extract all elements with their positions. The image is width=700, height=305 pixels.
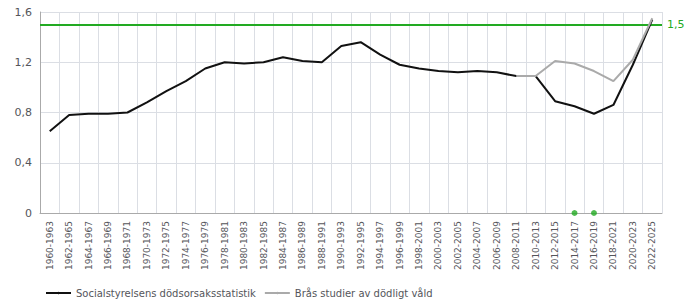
svg-text:2004-2007: 2004-2007 (472, 221, 482, 270)
svg-text:2020-2023: 2020-2023 (628, 221, 638, 270)
svg-text:1960-1963: 1960-1963 (45, 221, 55, 270)
svg-text:2000-2003: 2000-2003 (433, 221, 443, 270)
svg-text:2014-2017: 2014-2017 (570, 221, 580, 270)
svg-text:1988-1991: 1988-1991 (317, 221, 327, 270)
svg-text:2008-2011: 2008-2011 (511, 221, 521, 270)
svg-text:1,6: 1,6 (15, 6, 33, 19)
svg-text:1986-1989: 1986-1989 (297, 221, 307, 270)
svg-text:2018-2021: 2018-2021 (608, 221, 618, 270)
svg-text:2010-2013: 2010-2013 (531, 221, 541, 270)
svg-text:1992-1995: 1992-1995 (356, 221, 366, 270)
svg-text:1990-1993: 1990-1993 (336, 221, 346, 270)
svg-text:1974-1977: 1974-1977 (181, 221, 191, 270)
svg-text:1994-1997: 1994-1997 (375, 221, 385, 270)
svg-text:1972-1975: 1972-1975 (161, 221, 171, 270)
svg-text:1968-1971: 1968-1971 (122, 221, 132, 270)
svg-text:Socialstyrelsens dödsorsakssta: Socialstyrelsens dödsorsaksstatistik (76, 288, 256, 299)
svg-text:1966-1969: 1966-1969 (103, 221, 113, 270)
svg-text:1980-1983: 1980-1983 (239, 221, 249, 270)
svg-text:2012-2015: 2012-2015 (550, 221, 560, 270)
svg-text:1962-1965: 1962-1965 (64, 221, 74, 270)
svg-text:1964-1967: 1964-1967 (84, 221, 94, 270)
svg-text:1,2: 1,2 (15, 56, 33, 69)
svg-text:1998-2001: 1998-2001 (414, 221, 424, 270)
svg-text:0: 0 (25, 207, 32, 220)
svg-text:0,8: 0,8 (15, 106, 33, 119)
svg-text:2016-2019: 2016-2019 (589, 221, 599, 270)
svg-text:1978-1981: 1978-1981 (220, 221, 230, 270)
svg-text:1970-1973: 1970-1973 (142, 221, 152, 270)
svg-text:1982-1985: 1982-1985 (259, 221, 269, 270)
svg-text:2002-2005: 2002-2005 (453, 221, 463, 270)
svg-text:1996-1999: 1996-1999 (395, 221, 405, 270)
svg-text:1976-1979: 1976-1979 (200, 221, 210, 270)
svg-text:0,4: 0,4 (15, 156, 33, 169)
svg-text:1,5: 1,5 (667, 18, 685, 31)
svg-text:Brås studier av dödligt våld: Brås studier av dödligt våld (295, 287, 433, 299)
svg-text:2022-2025: 2022-2025 (647, 221, 657, 270)
svg-text:2006-2009: 2006-2009 (492, 221, 502, 270)
svg-text:1984-1987: 1984-1987 (278, 221, 288, 270)
